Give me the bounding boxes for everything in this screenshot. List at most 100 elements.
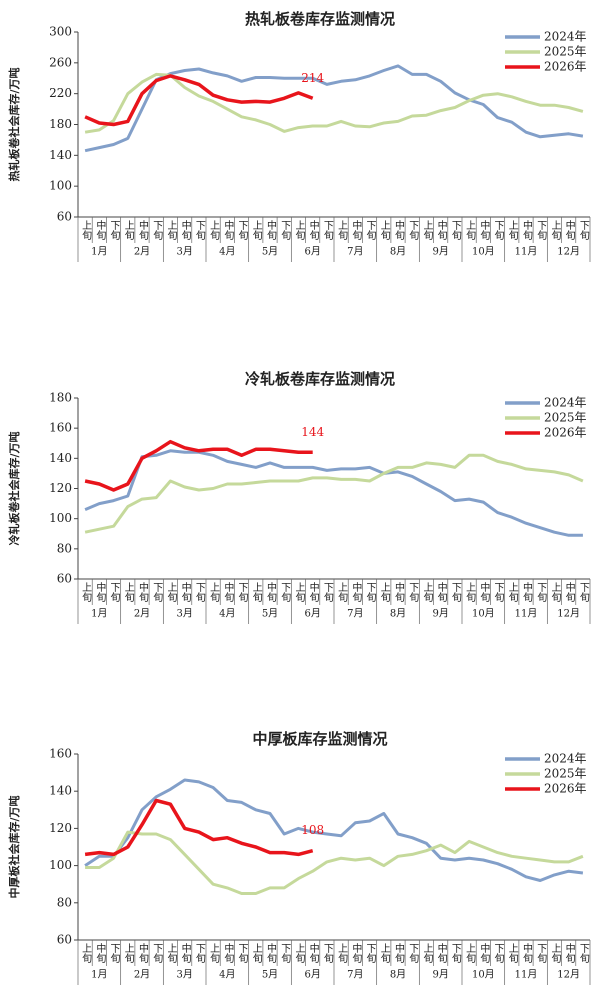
x-tick-label: 上旬 [549,582,561,603]
month-label: 9月 [432,608,448,620]
month-label: 4月 [219,608,235,620]
x-tick-label: 下旬 [279,220,291,241]
x-tick-label: 下旬 [193,943,205,964]
x-tick-label: 中旬 [563,219,575,241]
data-label: 214 [301,71,324,85]
month-label: 4月 [219,246,235,258]
x-tick-label: 下旬 [321,220,333,241]
y-tick-label: 80 [57,541,72,555]
x-tick-label: 上旬 [122,220,134,241]
series-line [84,74,314,127]
month-label: 1月 [91,969,107,981]
x-tick-label: 上旬 [80,582,92,603]
month-label: 5月 [262,969,278,981]
legend-label: 2026年 [544,60,587,74]
y-tick-label: 160 [49,421,72,435]
y-tick-label: 100 [49,511,72,525]
series-line [84,798,314,857]
x-tick-label: 上旬 [506,943,518,964]
x-tick-label: 中旬 [563,942,575,964]
x-tick-label: 上旬 [293,220,305,241]
month-label: 11月 [515,969,538,981]
month-label: 6月 [304,608,320,620]
legend-label: 2024年 [544,30,587,44]
month-label: 9月 [432,246,448,258]
month-label: 7月 [347,246,363,258]
x-tick-label: 中旬 [137,942,149,964]
x-tick-label: 下旬 [236,582,248,603]
x-tick-label: 中旬 [222,219,234,241]
x-tick-label: 下旬 [193,220,205,241]
x-tick-label: 下旬 [151,220,163,241]
series-line [84,453,584,534]
month-label: 1月 [91,608,107,620]
x-tick-label: 上旬 [336,582,348,603]
legend-label: 2024年 [544,752,587,766]
chart-title: 中厚板库存监测情况 [252,730,387,748]
month-label: 12月 [557,608,580,620]
x-tick-label: 中旬 [94,219,106,241]
x-tick-label: 下旬 [535,582,547,603]
x-tick-label: 上旬 [80,220,92,241]
x-tick-label: 上旬 [506,582,518,603]
x-tick-label: 上旬 [506,220,518,241]
x-tick-label: 中旬 [521,942,533,964]
y-tick-label: 300 [49,25,72,39]
x-tick-label: 上旬 [378,943,390,964]
x-tick-label: 上旬 [250,220,262,241]
x-tick-label: 上旬 [378,582,390,603]
x-tick-label: 上旬 [549,943,561,964]
month-label: 7月 [347,969,363,981]
y-tick-label: 180 [49,117,72,131]
month-label: 5月 [262,246,278,258]
legend-label: 2026年 [544,426,587,440]
x-tick-label: 中旬 [137,581,149,603]
y-tick-label: 220 [49,86,72,100]
month-label: 10月 [472,969,495,981]
x-tick-label: 下旬 [449,943,461,964]
month-label: 8月 [390,969,406,981]
x-tick-label: 中旬 [435,219,447,241]
x-tick-label: 上旬 [293,943,305,964]
data-label: 108 [301,823,324,837]
x-tick-label: 上旬 [293,582,305,603]
x-tick-label: 下旬 [108,220,120,241]
x-tick-label: 下旬 [407,582,419,603]
month-label: 2月 [134,608,150,620]
month-label: 8月 [390,246,406,258]
month-label: 9月 [432,969,448,981]
month-label: 3月 [176,969,192,981]
month-label: 10月 [472,608,495,620]
x-tick-label: 上旬 [464,582,476,603]
y-tick-label: 160 [49,747,72,761]
x-tick-label: 上旬 [250,582,262,603]
x-tick-label: 下旬 [193,582,205,603]
legend-label: 2025年 [544,45,587,59]
y-tick-label: 60 [57,933,72,947]
month-label: 11月 [515,246,538,258]
x-tick-label: 上旬 [336,220,348,241]
month-label: 1月 [91,246,107,258]
x-tick-label: 上旬 [378,220,390,241]
x-tick-label: 下旬 [407,220,419,241]
y-tick-label: 60 [57,572,72,586]
x-tick-label: 中旬 [222,942,234,964]
x-tick-label: 下旬 [151,943,163,964]
month-label: 2月 [134,246,150,258]
month-label: 8月 [390,608,406,620]
x-tick-label: 中旬 [478,942,490,964]
x-tick-label: 下旬 [108,582,120,603]
x-tick-label: 下旬 [577,943,589,964]
y-tick-label: 140 [49,148,72,162]
x-tick-label: 下旬 [492,582,504,603]
x-tick-label: 中旬 [521,219,533,241]
x-tick-label: 上旬 [464,943,476,964]
x-tick-label: 中旬 [179,942,191,964]
x-tick-label: 上旬 [208,582,220,603]
x-tick-label: 下旬 [449,220,461,241]
x-tick-label: 中旬 [265,581,277,603]
y-axis-label: 冷轧板卷社会库存/万吨 [7,431,21,545]
x-tick-label: 下旬 [364,220,376,241]
legend-label: 2026年 [544,782,587,796]
